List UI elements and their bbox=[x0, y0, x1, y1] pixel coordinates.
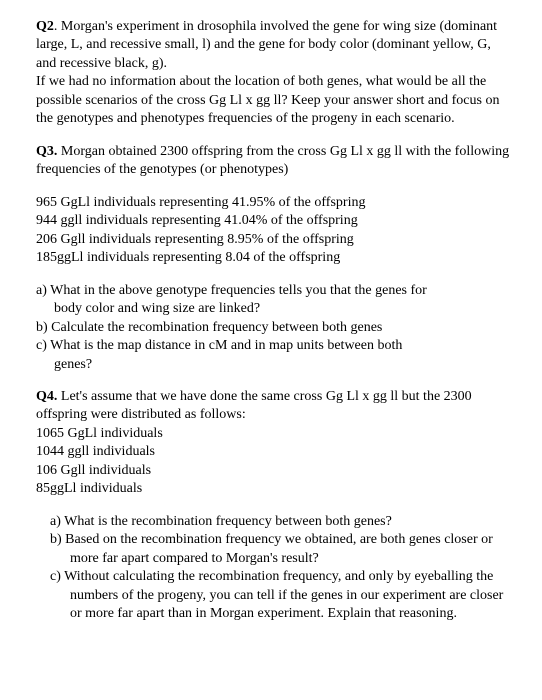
question-4-intro: Q4. Let's assume that we have done the s… bbox=[36, 388, 510, 425]
question-4-data: 1065 GgLl individuals 1044 ggll individu… bbox=[36, 425, 510, 499]
question-2: Q2. Morgan's experiment in drosophila in… bbox=[36, 18, 510, 129]
q4-label: Q4. bbox=[36, 389, 57, 404]
q3-part-b: b) Calculate the recombination frequency… bbox=[36, 319, 510, 337]
q3-data-row: 944 ggll individuals representing 41.04%… bbox=[36, 212, 510, 230]
q4-part-a: a) What is the recombination frequency b… bbox=[50, 513, 510, 531]
question-3-intro: Q3. Morgan obtained 2300 offspring from … bbox=[36, 143, 510, 180]
q4-data-row: 106 Ggll individuals bbox=[36, 462, 510, 480]
q2-label: Q2 bbox=[36, 19, 54, 34]
q3-data-row: 206 Ggll individuals representing 8.95% … bbox=[36, 231, 510, 249]
q3-data-row: 185ggLl individuals representing 8.04 of… bbox=[36, 249, 510, 267]
q4-part-b: b) Based on the recombination frequency … bbox=[50, 531, 510, 568]
q3-part-c-line2: genes? bbox=[36, 356, 510, 374]
q4-data-row: 1044 ggll individuals bbox=[36, 443, 510, 461]
question-3-data: 965 GgLl individuals representing 41.95%… bbox=[36, 194, 510, 268]
q3-part-c-line1: c) What is the map distance in cM and in… bbox=[36, 337, 510, 355]
q2-text-2: If we had no information about the locat… bbox=[36, 74, 499, 126]
q4-part-c: c) Without calculating the recombination… bbox=[50, 568, 510, 623]
question-4-parts: a) What is the recombination frequency b… bbox=[36, 513, 510, 624]
q3-intro: Morgan obtained 2300 offspring from the … bbox=[36, 144, 509, 177]
q3-part-a-line2: body color and wing size are linked? bbox=[36, 300, 510, 318]
q4-data-row: 1065 GgLl individuals bbox=[36, 425, 510, 443]
question-3-parts: a) What in the above genotype frequencie… bbox=[36, 282, 510, 374]
q3-data-row: 965 GgLl individuals representing 41.95%… bbox=[36, 194, 510, 212]
q4-intro: Let's assume that we have done the same … bbox=[36, 389, 472, 422]
q4-data-row: 85ggLl individuals bbox=[36, 480, 510, 498]
q2-text-1: . Morgan's experiment in drosophila invo… bbox=[36, 19, 497, 71]
q3-label: Q3. bbox=[36, 144, 57, 159]
q3-part-a-line1: a) What in the above genotype frequencie… bbox=[36, 282, 510, 300]
